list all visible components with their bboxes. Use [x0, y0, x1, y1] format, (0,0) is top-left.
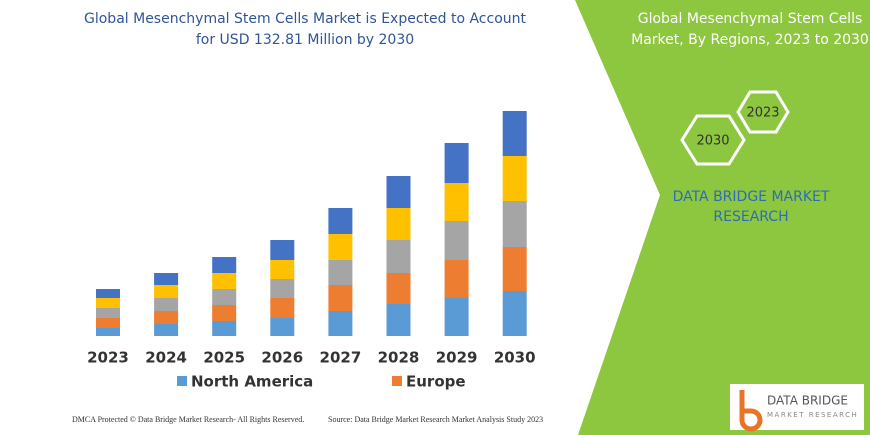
- bar-segment: [96, 308, 120, 318]
- bar-segment: [444, 260, 469, 298]
- bar-segment: [386, 240, 411, 273]
- bar-segment: [212, 273, 237, 289]
- x-tick-label: 2025: [203, 349, 245, 367]
- bar-segment: [386, 273, 411, 304]
- bar-segment: [328, 311, 353, 336]
- bar-segment: [212, 321, 237, 336]
- bar-segment: [154, 285, 179, 298]
- footer-left: DMCA Protected © Data Bridge Market Rese…: [72, 415, 304, 424]
- bar-segment: [328, 234, 353, 260]
- bar-segment: [212, 289, 237, 305]
- bar-segment: [502, 156, 527, 201]
- bar-segment: [328, 208, 353, 234]
- x-tick-label: 2029: [436, 349, 478, 367]
- bar-segment: [154, 311, 179, 324]
- bar-segment: [212, 257, 237, 273]
- bar-segment: [96, 328, 120, 336]
- logo-box: [730, 384, 864, 430]
- legend-swatch: [177, 376, 187, 386]
- bar-segment: [386, 304, 411, 336]
- x-tick-label: 2027: [320, 349, 362, 367]
- logo-tagline: MARKET RESEARCH: [767, 411, 858, 419]
- bar-segment: [386, 208, 411, 240]
- legend-swatch: [392, 376, 402, 386]
- panel-title: Global Mesenchymal Stem Cells: [638, 11, 863, 27]
- hexagon-label: 2030: [696, 134, 729, 149]
- bar-segment: [212, 305, 237, 321]
- chart-title: for USD 132.81 Million by 2030: [196, 32, 414, 48]
- bar-segment: [386, 176, 411, 208]
- legend-label: Europe: [406, 373, 466, 391]
- bar-segment: [96, 298, 120, 308]
- hexagon: [680, 114, 746, 166]
- bar-segment: [154, 324, 179, 336]
- bar-segment: [444, 143, 469, 183]
- chart-title: Global Mesenchymal Stem Cells Market is …: [84, 11, 527, 27]
- hexagon: [736, 90, 790, 134]
- brand-text: DATA BRIDGE MARKET: [673, 189, 830, 205]
- bar-segment: [270, 298, 295, 318]
- bar-segment: [502, 111, 527, 156]
- x-tick-label: 2023: [87, 349, 129, 367]
- bar-segment: [270, 260, 295, 279]
- bar-segment: [96, 318, 120, 328]
- side-panel: [575, 0, 870, 435]
- x-tick-label: 2026: [261, 349, 303, 367]
- footer-right: Source: Data Bridge Market Research Mark…: [328, 415, 543, 424]
- bar-segment: [502, 247, 527, 291]
- x-tick-label: 2024: [145, 349, 187, 367]
- logo-name: DATA BRIDGE: [767, 394, 848, 408]
- bar-segment: [270, 279, 295, 298]
- bar-segment: [154, 273, 179, 285]
- bar-segment: [502, 201, 527, 247]
- bar-segment: [502, 291, 527, 336]
- bar-segment: [328, 260, 353, 285]
- bar-segment: [328, 285, 353, 311]
- bar-segment: [270, 240, 295, 260]
- bar-segment: [444, 298, 469, 336]
- bar-segment: [96, 289, 120, 298]
- x-tick-label: 2028: [378, 349, 420, 367]
- bar-segment: [444, 183, 469, 221]
- brand-text: RESEARCH: [713, 209, 788, 225]
- bar-segment: [270, 318, 295, 336]
- logo-icon: [739, 390, 763, 432]
- bar-segment: [154, 298, 179, 311]
- hexagon-label: 2023: [746, 106, 779, 121]
- bar-segment: [444, 221, 469, 260]
- panel-title: Market, By Regions, 2023 to 2030: [631, 32, 869, 48]
- x-tick-label: 2030: [494, 349, 536, 367]
- legend-label: North America: [191, 373, 313, 391]
